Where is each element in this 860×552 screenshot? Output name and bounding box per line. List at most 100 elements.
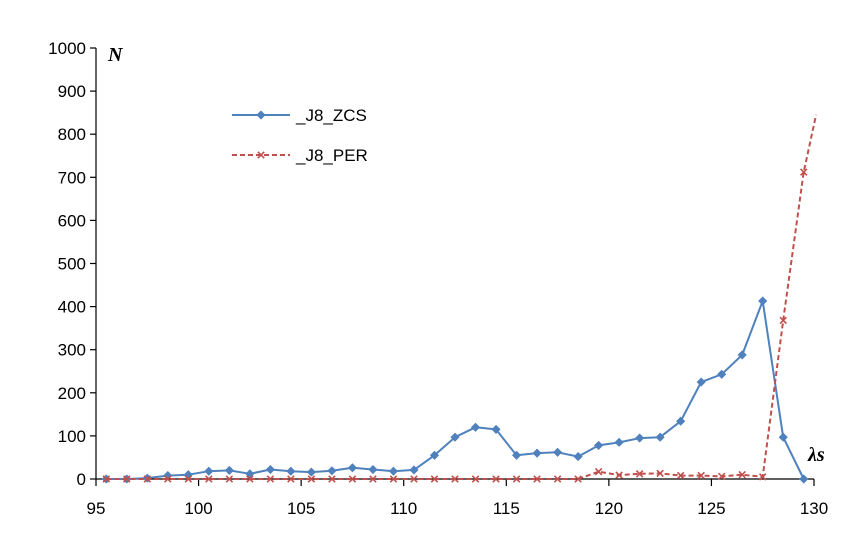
legend-label: _J8_ZCS bbox=[295, 106, 367, 125]
data-point bbox=[430, 475, 439, 483]
data-point bbox=[717, 369, 727, 379]
data-point bbox=[123, 475, 131, 483]
y-tick-label: 100 bbox=[58, 427, 86, 446]
legend-label: _J8_PER bbox=[295, 146, 368, 165]
data-point bbox=[676, 471, 685, 480]
data-point bbox=[655, 432, 665, 442]
series-line bbox=[106, 300, 805, 480]
data-point bbox=[778, 432, 788, 442]
legend-item: _J8_PER bbox=[232, 146, 368, 165]
legend-marker bbox=[257, 151, 265, 159]
data-point bbox=[183, 470, 193, 480]
data-point bbox=[102, 475, 111, 483]
data-point bbox=[635, 433, 645, 443]
y-tick-label: 500 bbox=[58, 255, 86, 274]
data-point bbox=[799, 474, 809, 484]
data-point bbox=[573, 452, 583, 462]
data-point bbox=[410, 475, 418, 483]
data-point bbox=[225, 475, 234, 483]
y-axis-title: N bbox=[107, 44, 124, 66]
data-point bbox=[265, 464, 275, 475]
data-point bbox=[615, 471, 623, 479]
data-point bbox=[205, 475, 213, 483]
y-tick-label: 700 bbox=[58, 168, 86, 187]
data-point bbox=[368, 464, 378, 475]
data-point bbox=[451, 475, 459, 483]
data-point bbox=[204, 466, 214, 476]
data-point bbox=[347, 463, 357, 473]
data-point bbox=[511, 450, 522, 460]
data-point bbox=[306, 467, 316, 477]
legend: _J8_ZCS _J8_PER bbox=[232, 106, 368, 165]
data-point bbox=[533, 475, 541, 483]
data-point bbox=[369, 475, 377, 483]
y-tick-label: 0 bbox=[77, 470, 86, 489]
data-point bbox=[758, 296, 768, 306]
y-tick-label: 600 bbox=[58, 211, 86, 230]
y-tick-label: 900 bbox=[58, 82, 86, 101]
x-axis: 95 100 105 110 115 120 125 130 bbox=[87, 478, 828, 518]
data-point bbox=[287, 475, 295, 483]
data-point bbox=[656, 469, 664, 478]
x-tick-label: 130 bbox=[800, 499, 828, 518]
data-point bbox=[471, 475, 480, 483]
data-point bbox=[676, 416, 686, 426]
data-point bbox=[328, 475, 336, 483]
data-point bbox=[697, 471, 705, 480]
data-point bbox=[429, 450, 440, 460]
data-point bbox=[614, 437, 624, 447]
data-point bbox=[492, 475, 500, 483]
data-point bbox=[470, 422, 481, 432]
y-axis: 0 100 200 300 400 500 600 700 800 900 1000 bbox=[48, 39, 97, 489]
data-point bbox=[635, 470, 644, 478]
data-point bbox=[512, 475, 521, 483]
data-point bbox=[491, 424, 501, 435]
data-point bbox=[737, 350, 747, 360]
data-point bbox=[532, 448, 542, 458]
data-point bbox=[164, 475, 172, 483]
data-point bbox=[553, 475, 562, 483]
data-point bbox=[717, 472, 726, 481]
x-tick-label: 125 bbox=[697, 499, 725, 518]
y-tick-label: 1000 bbox=[48, 39, 86, 58]
data-point bbox=[266, 475, 275, 483]
data-point bbox=[594, 467, 603, 476]
data-point bbox=[553, 447, 563, 457]
data-point bbox=[245, 469, 255, 479]
x-tick-label: 120 bbox=[595, 499, 623, 518]
data-point bbox=[327, 466, 337, 476]
x-tick-label: 115 bbox=[493, 499, 520, 518]
data-point bbox=[450, 432, 460, 442]
data-point bbox=[388, 466, 399, 476]
x-tick-label: 100 bbox=[184, 499, 212, 518]
legend-marker bbox=[256, 110, 266, 120]
data-point bbox=[779, 316, 787, 325]
data-point bbox=[799, 168, 808, 176]
series-j8-per bbox=[102, 114, 818, 483]
data-point bbox=[224, 465, 234, 475]
data-point bbox=[286, 466, 296, 476]
data-point bbox=[348, 475, 357, 483]
y-tick-label: 300 bbox=[58, 341, 86, 360]
data-point bbox=[738, 470, 746, 479]
data-point bbox=[246, 475, 254, 483]
data-point bbox=[758, 473, 767, 481]
x-tick-label: 95 bbox=[87, 499, 106, 518]
data-point bbox=[594, 440, 604, 450]
x-tick-label: 110 bbox=[390, 499, 417, 518]
x-axis-title: λs bbox=[807, 444, 825, 466]
series-line bbox=[106, 114, 818, 480]
data-point bbox=[389, 475, 398, 483]
legend-item: _J8_ZCS bbox=[232, 106, 367, 125]
data-point bbox=[574, 475, 582, 483]
y-tick-label: 800 bbox=[58, 125, 86, 144]
data-point bbox=[696, 377, 706, 387]
data-point bbox=[184, 475, 193, 483]
data-point bbox=[143, 475, 152, 483]
series-j8-zcs bbox=[101, 296, 809, 484]
plot-area bbox=[101, 114, 818, 484]
data-point bbox=[307, 475, 316, 483]
y-tick-label: 400 bbox=[58, 298, 86, 317]
data-point bbox=[409, 465, 419, 475]
